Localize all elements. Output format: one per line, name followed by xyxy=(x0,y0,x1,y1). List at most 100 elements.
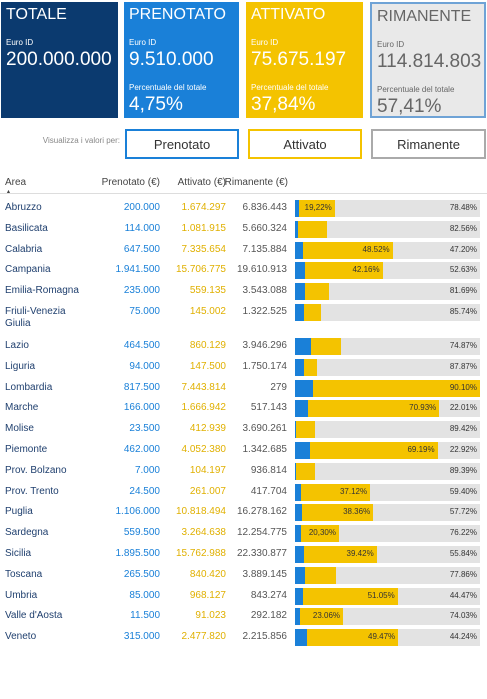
prenotato-cell: 315.000 xyxy=(123,631,160,643)
area-name: Prov. Trento xyxy=(5,485,59,497)
kpi-pct: 57,41% xyxy=(377,96,442,117)
area-name: Valle d'Aosta xyxy=(5,610,63,622)
attivato-cell: 4.052.380 xyxy=(181,444,227,455)
bar-label-attivato: 42.16% xyxy=(352,265,380,275)
attivato-cell: 1.666.942 xyxy=(181,402,227,414)
kpi-prenotato: PRENOTATO Euro ID 9.510.000 Percentuale … xyxy=(124,2,239,118)
bar-attivato xyxy=(302,241,393,259)
bar-rimanente xyxy=(392,241,480,259)
attivato-cell: 261.007 xyxy=(189,485,226,497)
prenotato-cell: 23.500 xyxy=(129,423,160,435)
area-name: Lazio xyxy=(5,340,29,351)
bar-attivato xyxy=(301,483,371,501)
rimanente-cell: 1.342.685 xyxy=(242,444,288,455)
bar-label-rimanente: 85.74% xyxy=(449,307,477,316)
bar-rimanente xyxy=(376,546,480,563)
bar-attivato xyxy=(309,442,438,459)
filter-label: Visualizza i valori per: xyxy=(42,136,120,145)
rimanente-cell: 843.274 xyxy=(250,589,287,601)
column-header[interactable]: Prenotato (€) xyxy=(101,177,160,188)
prenotato-cell: 559.500 xyxy=(123,527,160,539)
bar-label-rimanente: 57.72% xyxy=(449,507,477,517)
bar-attivato xyxy=(304,566,336,584)
attivato-cell: 968.127 xyxy=(189,589,226,601)
bar-attivato xyxy=(308,400,440,418)
prenotato-cell: 75.000 xyxy=(129,306,160,317)
kpi-totale: TOTALE Euro ID 200.000.000 xyxy=(1,2,118,118)
bar-label-attivato: 20,30% xyxy=(308,528,336,538)
bar-label-attivato: 69.19% xyxy=(407,445,435,454)
rimanente-cell: 3.690.261 xyxy=(242,423,288,435)
prenotato-cell: 235.000 xyxy=(123,285,160,297)
column-header[interactable]: Area xyxy=(5,177,27,188)
kpi-value: 200.000.000 xyxy=(6,49,112,70)
bar-rimanente xyxy=(327,220,480,238)
area-name: Molise xyxy=(5,423,34,435)
kpi-value: 9.510.000 xyxy=(129,49,214,70)
bar-attivato xyxy=(306,629,399,647)
bar-label-attivato: 19,22% xyxy=(304,203,332,212)
attivato-cell: 2.477.820 xyxy=(181,631,227,643)
bar-label-attivato: 51.05% xyxy=(367,590,395,600)
kpi-pct-label: Percentuale del totale xyxy=(129,83,207,92)
attivato-cell: 147.500 xyxy=(189,360,226,372)
bar-label-rimanente: 52.63% xyxy=(449,265,477,275)
column-header[interactable]: Rimanente (€) xyxy=(224,177,288,188)
rimanente-cell: 1.750.174 xyxy=(242,360,288,372)
area-name: Prov. Bolzano xyxy=(5,464,67,476)
bar-label-rimanente: 22.01% xyxy=(449,403,477,413)
area-name: Friuli-Venezia Giulia xyxy=(5,306,66,329)
attivato-cell: 412.939 xyxy=(189,423,226,435)
attivato-cell: 15.762.988 xyxy=(175,548,226,559)
prenotato-cell: 1.895.500 xyxy=(115,548,161,559)
kpi-unit: Euro ID xyxy=(377,40,405,49)
bar-attivato xyxy=(311,338,342,355)
rimanente-cell: 279 xyxy=(270,381,287,393)
prenotato-cell: 166.000 xyxy=(123,402,160,414)
bar-attivato xyxy=(303,304,322,321)
bar-rimanente xyxy=(328,283,480,301)
area-name: Piemonte xyxy=(5,444,48,455)
kpi-value: 114.814.803 xyxy=(377,51,482,72)
bar-attivato xyxy=(299,200,335,217)
column-header[interactable]: Attivato (€) xyxy=(177,177,226,188)
rimanente-cell: 292.182 xyxy=(250,610,287,622)
bar-label-attivato: 49.47% xyxy=(368,632,396,642)
bar-label-attivato: 39.42% xyxy=(346,549,374,558)
rimanente-cell: 1.322.525 xyxy=(242,306,288,317)
bar-label-rimanente: 76.22% xyxy=(449,528,477,538)
filter-button[interactable]: Prenotato xyxy=(125,129,239,159)
attivato-cell: 7.443.814 xyxy=(181,381,227,393)
area-name: Campania xyxy=(5,264,51,276)
bar-attivato xyxy=(303,587,398,605)
rimanente-cell: 3.946.296 xyxy=(242,340,288,351)
kpi-value: 75.675.197 xyxy=(251,49,347,70)
prenotato-cell: 114.000 xyxy=(124,222,160,234)
bar-label-rimanente: 81.69% xyxy=(449,286,477,296)
prenotato-cell: 647.500 xyxy=(123,243,160,255)
prenotato-cell: 817.500 xyxy=(123,381,160,393)
bar-label-rimanente: 55.84% xyxy=(449,549,477,558)
area-name: Toscana xyxy=(5,568,43,580)
bar-label-rimanente: 77.86% xyxy=(449,569,477,579)
attivato-cell: 7.335.654 xyxy=(181,243,227,255)
rimanente-cell: 3.543.088 xyxy=(242,285,288,297)
kpi-pct: 37,84% xyxy=(251,94,316,115)
prenotato-cell: 94.000 xyxy=(129,360,160,372)
kpi-attivato: ATTIVATO Euro ID 75.675.197 Percentuale … xyxy=(246,2,363,118)
bar-rimanente xyxy=(437,442,480,459)
filter-button[interactable]: Attivato xyxy=(248,129,362,159)
rimanente-cell: 417.704 xyxy=(250,485,287,497)
attivato-cell: 3.264.638 xyxy=(181,527,227,539)
bar-label-attivato: 90.10% xyxy=(449,382,477,392)
rimanente-cell: 5.660.324 xyxy=(242,222,288,234)
bar-label-attivato: 48.52% xyxy=(362,244,390,254)
rimanente-cell: 936.814 xyxy=(250,464,287,476)
kpi-title: RIMANENTE xyxy=(377,8,472,25)
bar-label-rimanente: 74.03% xyxy=(449,611,477,621)
kpi-title: TOTALE xyxy=(6,6,67,23)
area-name: Lombardia xyxy=(5,381,53,393)
rimanente-cell: 517.143 xyxy=(250,402,287,414)
filter-button[interactable]: Rimanente xyxy=(371,129,486,159)
kpi-pct-label: Percentuale del totale xyxy=(251,83,329,92)
